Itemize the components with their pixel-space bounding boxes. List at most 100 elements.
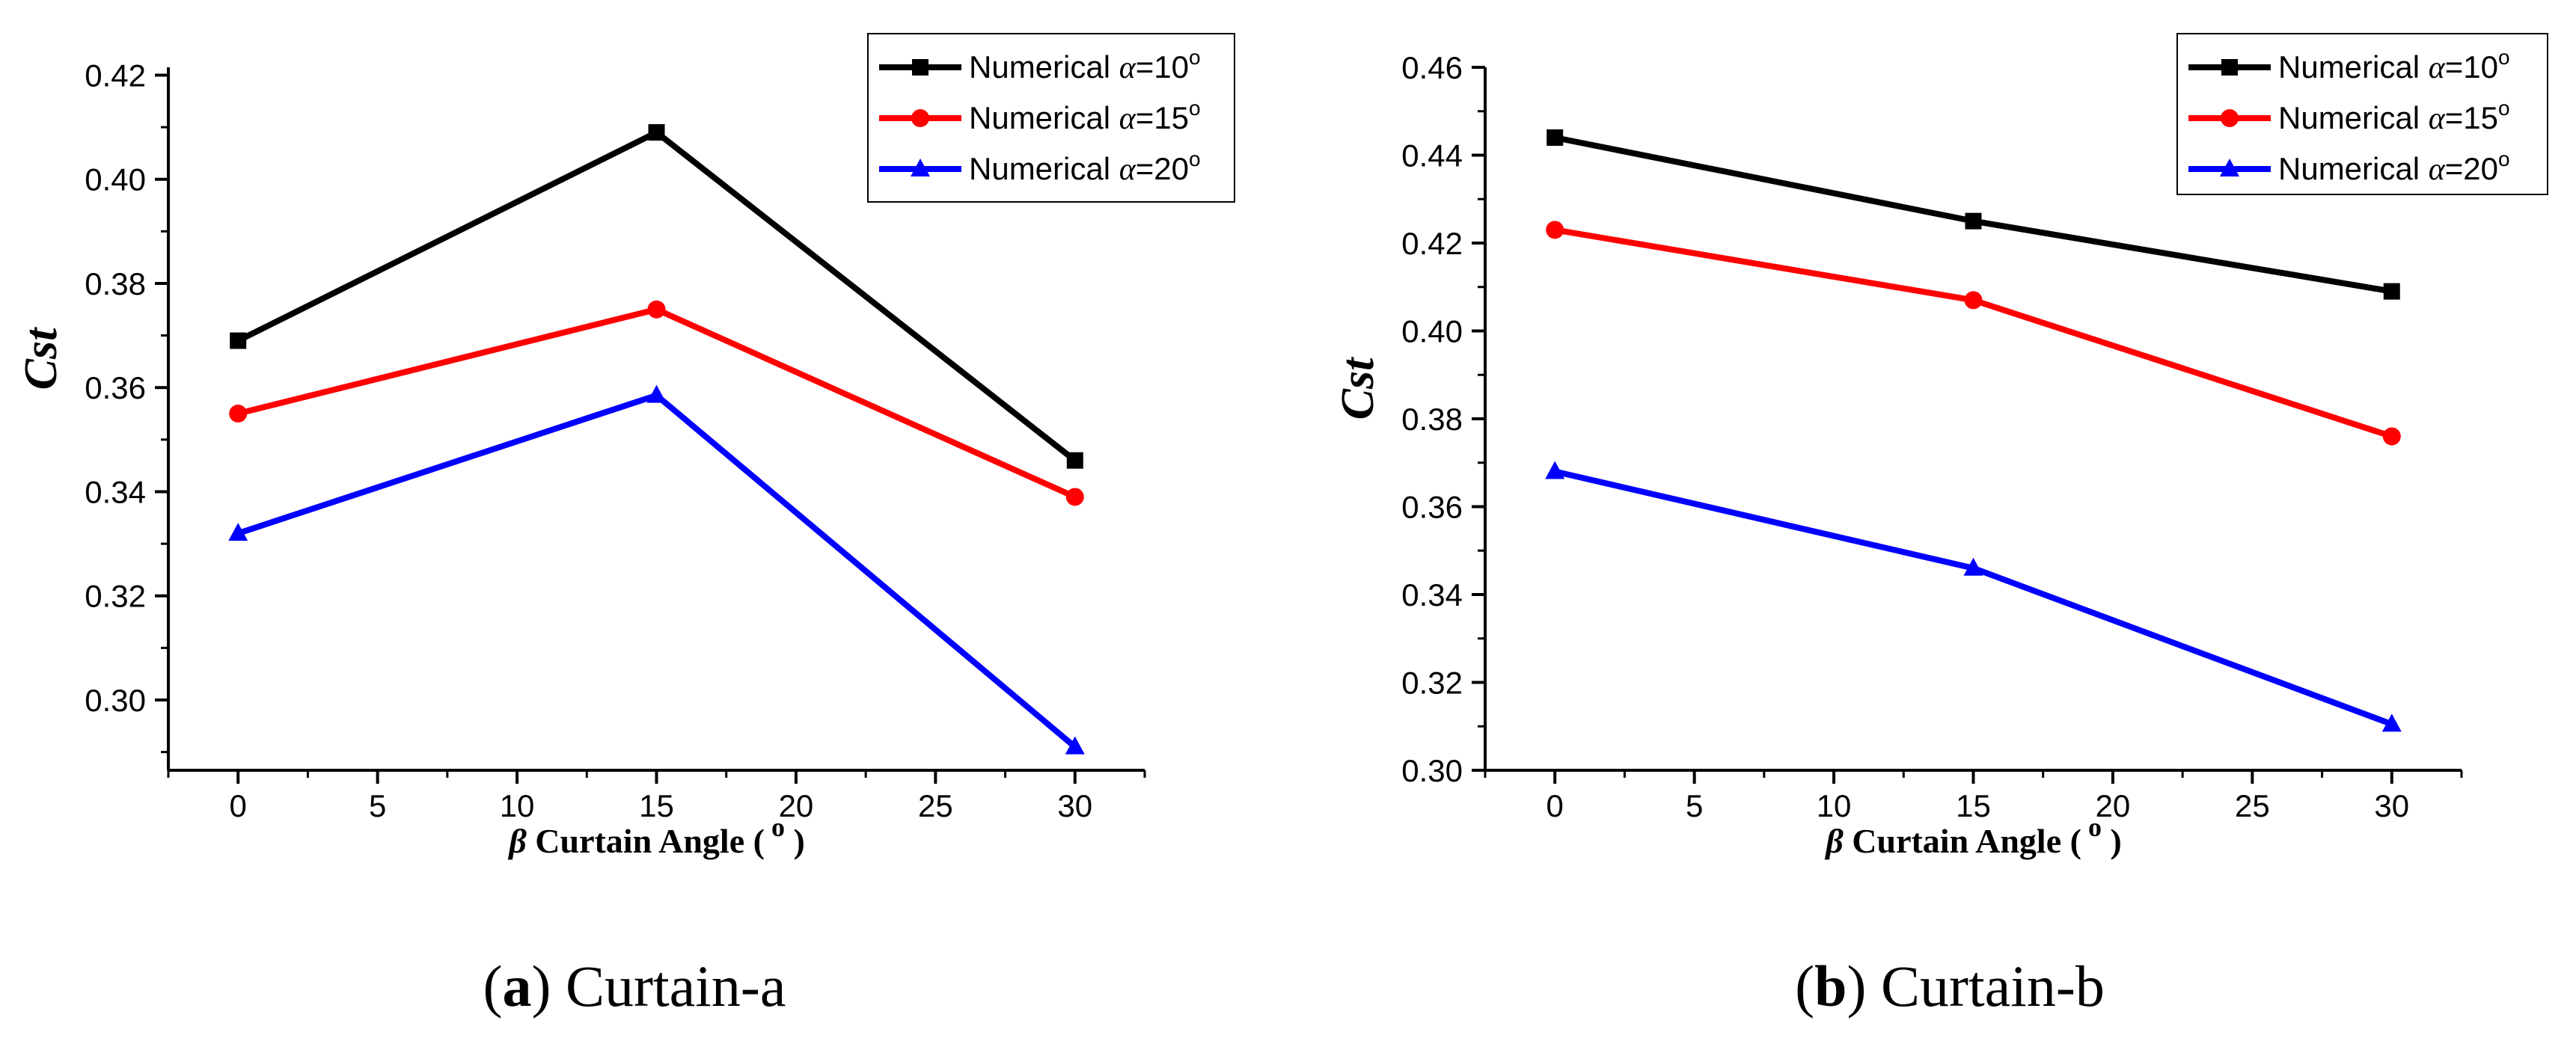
y-tick-label: 0.34: [85, 474, 146, 509]
data-point: [1546, 129, 1564, 146]
y-tick-label: 0.38: [85, 266, 146, 301]
alpha-symbol: α: [1119, 51, 1136, 85]
legend-label-2: Numerical α=15o: [2278, 96, 2510, 136]
legend-prefix: Numerical: [969, 100, 1119, 135]
y-tick-label: 0.44: [1401, 138, 1463, 173]
legend-marker-1: [912, 59, 928, 76]
legend-marker-2: [2221, 109, 2239, 127]
y-tick-label: 0.30: [1401, 753, 1463, 788]
legend-value: =10: [2445, 49, 2498, 85]
legend-label-3: Numerical α=20o: [2278, 147, 2510, 187]
x-tick-label: 10: [500, 788, 535, 823]
data-point: [647, 300, 666, 319]
x-tick-label: 10: [1817, 788, 1852, 823]
data-point: [228, 523, 248, 541]
data-point: [2382, 427, 2401, 446]
panel-label: a: [502, 953, 531, 1019]
legend-label-2: Numerical α=15o: [969, 96, 1201, 136]
y-tick-label: 0.30: [85, 683, 146, 718]
y-tick-label: 0.42: [85, 58, 146, 93]
data-point: [646, 384, 667, 403]
data-point: [1066, 452, 1083, 469]
panel-caption: (b) Curtain-b: [1795, 953, 2105, 1019]
x-tick-label: 20: [779, 788, 814, 823]
beta-symbol: β: [507, 822, 527, 860]
y-tick-label: 0.34: [1401, 577, 1463, 612]
x-tick-label: 20: [2096, 788, 2131, 823]
legend-prefix: Numerical: [969, 49, 1119, 85]
x-tick-label: 15: [1956, 788, 1991, 823]
x-axis-label: β Curtain Angle ( o ): [1824, 812, 2122, 860]
x-tick-label: 5: [369, 788, 386, 823]
legend-degree: o: [1189, 96, 1201, 120]
panel-label: b: [1814, 953, 1847, 1019]
alpha-symbol: α: [1119, 153, 1136, 187]
x-tick-label: 0: [230, 788, 247, 823]
y-tick-label: 0.40: [1401, 314, 1463, 349]
y-tick-label: 0.32: [1401, 666, 1463, 701]
y-tick-label: 0.38: [1401, 402, 1463, 437]
data-point: [1546, 221, 1564, 239]
data-point: [648, 124, 665, 141]
series-line-3: [1554, 468, 2393, 728]
data-point: [2383, 283, 2400, 300]
beta-symbol: β: [1824, 822, 1844, 860]
x-axis-label-text: Curtain Angle (: [535, 822, 765, 860]
alpha-symbol: α: [2429, 51, 2446, 85]
series-line-2: [237, 306, 1077, 500]
y-tick-label: 0.40: [85, 162, 146, 197]
legend-value: =10: [1136, 49, 1189, 85]
chart-panel-b: 0.30 0.32 0.34 0.36 0.38 0.40 0.42 0.44 0.46 0 5 10…: [1333, 33, 2548, 1019]
legend-prefix: Numerical: [969, 151, 1119, 186]
panel-caption: (a) Curtain-a: [483, 953, 786, 1019]
data-point: [1065, 488, 1084, 506]
legend-degree: o: [2498, 96, 2510, 120]
x-tick-label: 5: [1686, 788, 1703, 823]
legend-marker-3: [911, 159, 930, 176]
series-line-2: [1554, 227, 2393, 440]
x-axis-label-close: ): [2102, 822, 2122, 860]
series-line-3: [236, 392, 1077, 749]
x-tick-label: 25: [918, 788, 953, 823]
x-tick-label: 25: [2235, 788, 2270, 823]
legend-value: =20: [2445, 151, 2498, 186]
x-tick-label: 30: [2374, 788, 2409, 823]
caption-text: Curtain-a: [566, 953, 786, 1019]
legend-label-1: Numerical α=10o: [2278, 46, 2510, 85]
legend-value: =20: [1136, 151, 1189, 186]
x-tick-label: 30: [1057, 788, 1092, 823]
data-point: [229, 405, 248, 423]
x-axis-label-text: Curtain Angle (: [1852, 822, 2081, 860]
y-axis-label: Cst: [1333, 357, 1383, 420]
legend-degree: o: [1189, 147, 1201, 171]
degree-superscript: o: [765, 812, 785, 842]
y-tick-label: 0.36: [85, 370, 146, 405]
legend-label-1: Numerical α=10o: [969, 46, 1201, 85]
legend-degree: o: [2498, 46, 2510, 69]
y-tick-label: 0.42: [1401, 226, 1463, 261]
y-tick-label: 0.32: [85, 579, 146, 614]
data-point: [1963, 557, 1983, 576]
legend-label-3: Numerical α=20o: [969, 147, 1201, 187]
x-axis-label: β Curtain Angle ( o ): [507, 812, 805, 860]
data-point: [1065, 736, 1085, 755]
legend-marker-3: [2220, 159, 2239, 176]
legend-prefix: Numerical: [2278, 151, 2429, 186]
legend-marker-1: [2221, 59, 2238, 76]
alpha-symbol: α: [2429, 153, 2446, 187]
data-point: [1545, 461, 1565, 479]
legend-degree: o: [1189, 46, 1201, 69]
degree-superscript: o: [2081, 812, 2102, 842]
legend-degree: o: [2498, 147, 2510, 171]
chart-panel-a: 0.30 0.32 0.34 0.36 0.38 0.40 0.42 0 5 10 15 20 25 30…: [16, 33, 1235, 1019]
data-point: [230, 332, 247, 349]
legend-marker-2: [911, 109, 929, 127]
x-axis-label-close: ): [785, 822, 805, 860]
data-point: [1964, 291, 1983, 310]
legend-value: =15: [1136, 100, 1189, 135]
alpha-symbol: α: [2429, 102, 2446, 136]
alpha-symbol: α: [1119, 102, 1136, 136]
x-tick-label: 15: [639, 788, 674, 823]
